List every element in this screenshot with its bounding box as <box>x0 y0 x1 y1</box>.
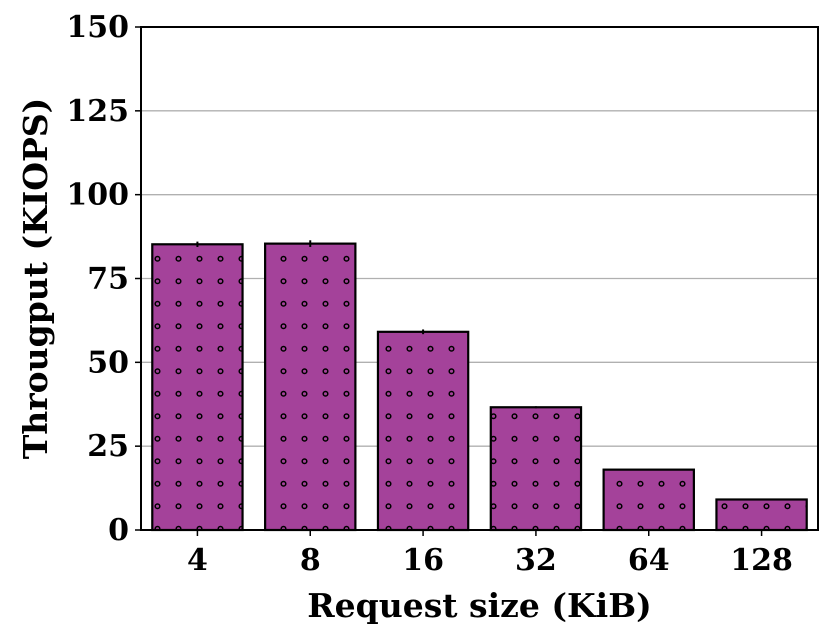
bar-hatch-4 <box>151 243 244 532</box>
x-axis-ticks: 4 8 16 32 64 128 <box>187 530 793 578</box>
bar-hatch-32 <box>489 406 583 532</box>
bars <box>151 240 808 532</box>
x-tick-label: 16 <box>402 543 444 578</box>
grid-lines <box>141 110 818 447</box>
y-tick-label: 25 <box>87 429 129 464</box>
y-axis-label: Througput (KIOPS) <box>16 98 55 460</box>
bar-hatch-8 <box>264 242 357 532</box>
bar-hatch-64 <box>602 468 695 532</box>
x-tick-label: 32 <box>515 543 557 578</box>
x-tick-label: 128 <box>730 543 793 578</box>
y-tick-label: 125 <box>66 94 129 129</box>
y-tick-label: 0 <box>108 513 129 548</box>
bar-hatch-16 <box>376 330 470 532</box>
y-tick-label: 100 <box>66 178 129 213</box>
x-axis-label: Request size (KiB) <box>307 586 651 625</box>
x-tick-label: 8 <box>300 543 321 578</box>
plot-frame <box>140 26 819 531</box>
x-tick-label: 64 <box>628 543 670 578</box>
y-tick-label: 150 <box>66 10 129 45</box>
x-tick-label: 4 <box>187 543 208 578</box>
bar-hatch-128 <box>715 498 808 532</box>
y-tick-label: 75 <box>87 262 129 297</box>
y-axis-ticks: 0 25 50 75 100 125 150 <box>66 10 141 548</box>
y-tick-label: 50 <box>87 345 129 380</box>
